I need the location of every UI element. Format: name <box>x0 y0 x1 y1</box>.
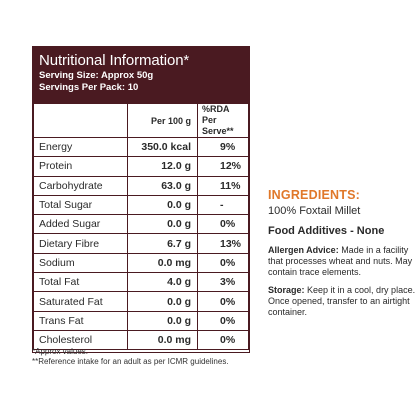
nutrient-column-header <box>33 103 128 138</box>
rda-value: 12% <box>197 156 249 177</box>
nutrition-panel-header: Nutritional Information* Serving Size: A… <box>33 47 249 103</box>
per-100g-value: 4.0 g <box>127 272 198 293</box>
rda-header-line2: Serve** <box>202 126 234 136</box>
per-100g-value: 0.0 g <box>127 310 198 331</box>
allergen-advice: Allergen Advice: Made in a facility that… <box>268 245 416 278</box>
nutrition-row: Added Sugar 0.0 g 0% <box>33 214 249 235</box>
footnote-reference: **Reference intake for an adult as per I… <box>32 357 229 366</box>
rda-value: 13% <box>197 233 249 254</box>
nutrition-row: Dietary Fibre 6.7 g 13% <box>33 233 249 254</box>
nutrient-name: Trans Fat <box>33 310 128 331</box>
per-100g-value: 0.0 g <box>127 291 198 312</box>
nutrient-name: Protein <box>33 156 128 177</box>
per-100g-value: 12.0 g <box>127 156 198 177</box>
nutrient-name: Total Fat <box>33 272 128 293</box>
allergen-text: Made in a facility that processes wheat … <box>268 245 413 277</box>
rda-header-line1: %RDA Per <box>202 104 230 125</box>
rda-value: 0% <box>197 291 249 312</box>
per-100g-value: 6.7 g <box>127 233 198 254</box>
food-additives: Food Additives - None <box>268 225 385 237</box>
nutrient-name: Energy <box>33 136 128 158</box>
per-100g-value: 0.0 g <box>127 194 198 216</box>
servings-per-pack: Servings Per Pack: 10 <box>39 82 139 93</box>
nutrition-row: Total Sugar 0.0 g- <box>33 194 249 216</box>
per-100g-value: 0.0 mg <box>127 252 198 274</box>
rda-value: 11% <box>197 175 249 196</box>
serving-size: Serving Size: Approx 50g <box>39 70 154 81</box>
rda-value: 3% <box>197 272 249 293</box>
rda-value: 9% <box>197 136 249 158</box>
per-100g-value: 0.0 g <box>127 214 198 235</box>
nutrient-name: Sodium <box>33 252 128 274</box>
storage-text: Keep it in a cool, dry place. Once opene… <box>268 285 416 317</box>
nutrition-table: Per 100 g %RDA Per Serve** Energy 350.0 k… <box>33 103 249 351</box>
ingredients-title: INGREDIENTS: <box>268 188 360 202</box>
nutrition-row: Cholesterol 0.0 mg 0% <box>33 329 249 351</box>
nutrition-table-header: Per 100 g %RDA Per Serve** <box>33 103 249 138</box>
nutrition-row: Total Fat 4.0 g 3% <box>33 272 249 293</box>
rda-column-header: %RDA Per Serve** <box>197 103 249 138</box>
footnote-approx: *Approx values. <box>32 347 89 356</box>
nutrition-row: Protein 12.0 g 12% <box>33 156 249 177</box>
ingredients-text: 100% Foxtail Millet <box>268 205 361 217</box>
per-100g-value: 350.0 kcal <box>127 136 198 158</box>
nutrition-row: Energy 350.0 kcal 9% <box>33 136 249 158</box>
nutrition-title: Nutritional Information* <box>39 52 190 69</box>
nutrient-name: Cholesterol <box>33 329 128 351</box>
rda-value: 0% <box>197 214 249 235</box>
nutrient-name: Total Sugar <box>33 194 128 216</box>
per-100g-value: 63.0 g <box>127 175 198 196</box>
storage-label: Storage: <box>268 285 305 295</box>
rda-value: 0% <box>197 310 249 331</box>
storage-advice: Storage: Keep it in a cool, dry place. O… <box>268 285 416 318</box>
nutrition-row: Carbohydrate 63.0 g 11% <box>33 175 249 196</box>
nutrient-name: Saturated Fat <box>33 291 128 312</box>
nutrition-row: Trans Fat 0.0 g 0% <box>33 310 249 331</box>
nutrition-row: Sodium 0.0 mg 0% <box>33 252 249 274</box>
nutrient-name: Added Sugar <box>33 214 128 235</box>
nutrient-name: Dietary Fibre <box>33 233 128 254</box>
rda-value: - <box>197 194 249 216</box>
rda-value: 0% <box>197 329 249 351</box>
nutrient-name: Carbohydrate <box>33 175 128 196</box>
nutrition-row: Saturated Fat 0.0 g 0% <box>33 291 249 312</box>
ingredients-section: INGREDIENTS: 100% Foxtail Millet Food Ad… <box>268 188 416 318</box>
footnotes: *Approx values. **Reference intake for a… <box>32 347 229 367</box>
per-100g-column-header: Per 100 g <box>127 103 198 138</box>
rda-value: 0% <box>197 252 249 274</box>
nutrition-panel: Nutritional Information* Serving Size: A… <box>32 46 250 353</box>
allergen-label: Allergen Advice: <box>268 245 339 255</box>
